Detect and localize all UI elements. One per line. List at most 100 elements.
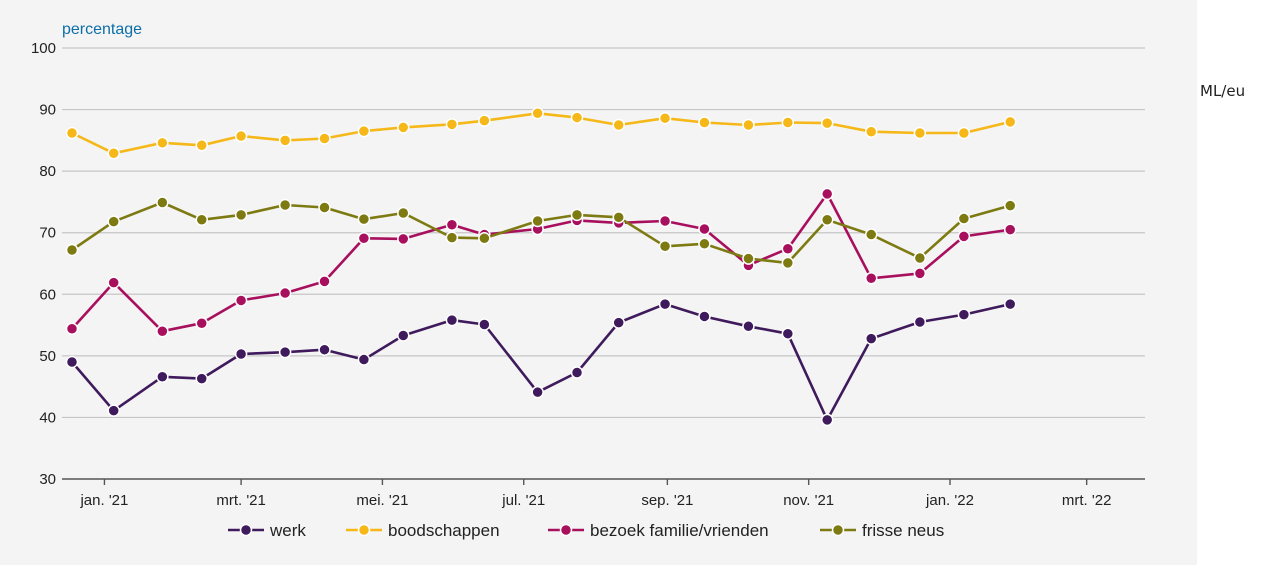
data-point[interactable] (781, 327, 795, 340)
data-point[interactable] (570, 208, 584, 222)
data-point[interactable] (612, 118, 625, 132)
data-point[interactable] (478, 318, 491, 331)
data-point[interactable] (478, 114, 491, 127)
data-point[interactable] (278, 134, 292, 147)
data-point[interactable] (957, 308, 971, 321)
legend-swatch-marker (357, 523, 371, 537)
data-point[interactable] (820, 213, 834, 227)
data-point[interactable] (957, 126, 971, 140)
data-point[interactable] (357, 353, 371, 366)
legend-swatch-marker (559, 523, 573, 537)
data-point[interactable] (531, 385, 544, 399)
data-point[interactable] (65, 243, 79, 257)
data-point[interactable] (864, 228, 878, 241)
data-point[interactable] (1003, 199, 1017, 212)
data-point[interactable] (397, 329, 410, 342)
data-point[interactable] (612, 316, 625, 329)
data-point[interactable] (658, 214, 672, 228)
data-point[interactable] (781, 116, 795, 129)
data-point[interactable] (65, 322, 79, 336)
data-point[interactable] (864, 125, 878, 138)
legend-label: bezoek familie/vrienden (590, 521, 769, 540)
data-point[interactable] (195, 139, 208, 152)
data-point[interactable] (445, 231, 459, 244)
data-point[interactable] (397, 206, 410, 220)
data-point[interactable] (234, 347, 248, 361)
data-point[interactable] (913, 315, 927, 329)
data-point[interactable] (445, 313, 459, 327)
data-point[interactable] (658, 297, 672, 311)
data-point[interactable] (318, 343, 331, 356)
legend-item[interactable]: bezoek familie/vrienden (548, 521, 769, 540)
y-tick-label: 70 (39, 225, 56, 242)
data-point[interactable] (156, 324, 169, 338)
data-point[interactable] (65, 355, 79, 369)
data-point[interactable] (1003, 297, 1017, 311)
data-point[interactable] (278, 345, 292, 359)
data-point[interactable] (107, 147, 120, 160)
data-point[interactable] (531, 107, 544, 120)
data-point[interactable] (820, 187, 834, 201)
data-point[interactable] (107, 276, 120, 289)
data-point[interactable] (864, 272, 878, 285)
data-point[interactable] (357, 124, 371, 138)
data-point[interactable] (698, 237, 711, 251)
data-point[interactable] (107, 215, 120, 228)
data-point[interactable] (195, 372, 208, 385)
legend-item[interactable]: boodschappen (346, 521, 500, 540)
legend-item[interactable]: frisse neus (820, 521, 944, 540)
line-chart: percentage 30 40 50 60 70 80 90 100 jan. '21 mrt… (31, 21, 1145, 540)
data-point[interactable] (864, 332, 878, 345)
data-point[interactable] (820, 116, 834, 130)
data-point[interactable] (478, 232, 491, 245)
x-tick-label: jan. '22 (925, 492, 974, 509)
data-point[interactable] (156, 136, 169, 150)
data-point[interactable] (698, 222, 711, 236)
data-point[interactable] (570, 366, 584, 379)
data-point[interactable] (698, 116, 711, 129)
data-point[interactable] (957, 212, 971, 225)
data-point[interactable] (278, 198, 292, 212)
data-point[interactable] (234, 129, 248, 143)
data-point[interactable] (742, 252, 755, 265)
data-point[interactable] (742, 320, 755, 333)
data-point[interactable] (234, 208, 248, 222)
data-point[interactable] (658, 111, 672, 125)
data-point[interactable] (781, 256, 795, 270)
data-point[interactable] (156, 196, 169, 209)
data-point[interactable] (698, 310, 711, 323)
data-point[interactable] (357, 212, 371, 226)
data-point[interactable] (65, 126, 79, 140)
data-point[interactable] (195, 213, 208, 227)
data-point[interactable] (318, 201, 331, 214)
data-point[interactable] (445, 218, 459, 231)
data-point[interactable] (742, 118, 755, 132)
data-point[interactable] (612, 211, 625, 224)
legend: werk boodschappen bezoek familie/vrienden f… (228, 521, 944, 540)
data-point[interactable] (445, 118, 459, 131)
data-point[interactable] (1003, 223, 1017, 236)
data-point[interactable] (156, 370, 169, 384)
data-point[interactable] (234, 294, 248, 307)
data-point[interactable] (107, 404, 120, 417)
data-point[interactable] (913, 126, 927, 140)
y-axis-title: percentage (62, 21, 142, 38)
data-point[interactable] (318, 275, 331, 288)
data-point[interactable] (397, 121, 410, 134)
data-point[interactable] (531, 214, 544, 228)
x-tick-label: jan. '21 (79, 492, 128, 509)
data-point[interactable] (570, 111, 584, 124)
data-point[interactable] (781, 242, 795, 255)
data-point[interactable] (397, 232, 410, 246)
data-point[interactable] (820, 413, 834, 427)
data-point[interactable] (1003, 115, 1017, 129)
data-point[interactable] (913, 267, 927, 280)
data-point[interactable] (318, 132, 331, 145)
data-point[interactable] (278, 286, 292, 300)
data-point[interactable] (357, 232, 371, 245)
data-point[interactable] (957, 230, 971, 243)
legend-item[interactable]: werk (228, 521, 306, 540)
data-point[interactable] (658, 240, 672, 253)
data-point[interactable] (913, 251, 927, 265)
data-point[interactable] (195, 316, 208, 330)
